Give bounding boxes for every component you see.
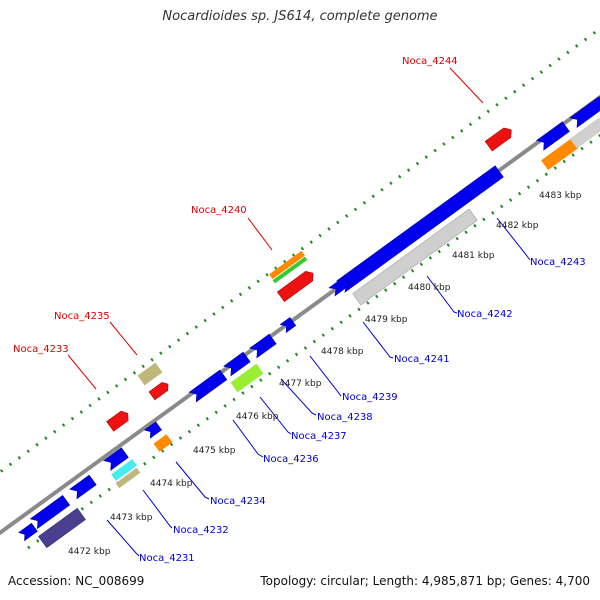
gene-noca-4231-a[interactable] [29,495,71,530]
gene-noca-4242[interactable] [352,208,478,306]
callout-line-noca-4232 [142,489,173,529]
scale-label-4472: 4472 kbp [68,547,111,557]
callout-line-noca-4241 [362,321,394,359]
genome-summary-text: Topology: circular; Length: 4,985,871 bp… [260,574,590,588]
gene-noca-4239[interactable] [279,317,297,334]
gene-label-noca-4237[interactable]: Noca_4237 [291,431,347,442]
genome-backbone [0,94,600,536]
gene-label-noca-4234[interactable]: Noca_4234 [210,496,266,507]
callout-line-noca-4238 [280,378,317,416]
gene-label-noca-4243[interactable]: Noca_4243 [530,257,586,268]
map-title: Nocardioides sp. JS614, complete genome [162,9,438,24]
gene-noca-4234-blue[interactable] [143,421,162,439]
gene-noca-4243-grey[interactable] [569,117,600,149]
callout-line-noca-4234 [175,461,210,500]
gene-label-noca-4239[interactable]: Noca_4239 [342,392,398,403]
gene-label-noca-4244[interactable]: Noca_4244 [402,56,458,67]
gene-noca-4240-green[interactable] [272,256,308,284]
scale-label-4473: 4473 kbp [110,513,153,523]
callout-line-noca-4242 [426,275,458,314]
gene-label-noca-4235[interactable]: Noca_4235 [54,311,110,322]
scale-label-4480: 4480 kbp [408,283,451,293]
gene-noca-4232-cyan[interactable] [111,459,137,481]
scale-label-4475: 4475 kbp [193,446,236,456]
gene-label-noca-4242[interactable]: Noca_4242 [457,309,513,320]
gene-noca-4232[interactable] [115,467,141,489]
scale-label-4481: 4481 kbp [452,251,495,261]
gene-label-noca-4233[interactable]: Noca_4233 [13,344,69,355]
gene-noca-4230[interactable] [18,522,38,542]
gene-noca-4236[interactable] [188,369,228,403]
callout-line-noca-4233 [67,354,97,390]
callout-line-noca-4243 [496,217,531,261]
scale-label-4477: 4477 kbp [279,379,322,389]
gene-label-noca-4238[interactable]: Noca_4238 [317,412,373,423]
gene-noca-4238[interactable] [230,363,264,393]
accession-text: Accession: NC_008699 [8,574,145,588]
scale-label-4479: 4479 kbp [365,315,408,325]
gene-noca-4243-right[interactable] [569,96,600,128]
outer-tick-track [0,26,600,474]
gene-noca-4240[interactable] [276,268,316,302]
gene-label-noca-4231[interactable]: Noca_4231 [139,553,195,564]
callout-line-noca-4240 [247,217,273,251]
gene-noca-4238-blue[interactable] [249,333,277,359]
scale-label-4478: 4478 kbp [321,347,364,357]
gene-noca-4244[interactable] [484,125,515,152]
callout-line-noca-4244 [449,67,484,104]
gene-label-noca-4241[interactable]: Noca_4241 [394,354,450,365]
callout-line-noca-4231 [106,519,140,557]
gene-label-noca-4240[interactable]: Noca_4240 [191,205,247,216]
gene-noca-4240-orange[interactable] [269,250,305,280]
callout-line-noca-4239 [309,355,342,397]
scale-label-4482: 4482 kbp [496,221,539,231]
callout-line-noca-4237 [259,396,292,435]
gene-noca-4243-upper[interactable] [535,121,570,151]
scale-label-4474: 4474 kbp [150,479,193,489]
gene-noca-4235-b[interactable] [148,380,171,401]
callout-line-noca-4236 [232,419,264,458]
gene-noca-4231-b[interactable] [69,474,97,500]
gene-noca-4233[interactable] [106,409,132,432]
callout-line-noca-4235 [109,321,138,356]
gene-label-noca-4236[interactable]: Noca_4236 [263,454,319,465]
gene-noca-4235[interactable] [137,362,163,386]
gene-noca-4243-orange[interactable] [541,137,579,171]
gene-label-noca-4232[interactable]: Noca_4232 [173,525,229,536]
gene-noca-4241[interactable] [335,165,504,293]
scale-label-4483: 4483 kbp [539,191,582,201]
gene-noca-4231[interactable] [38,507,86,549]
inner-tick-track [27,133,600,550]
gene-noca-4234[interactable] [153,434,173,452]
gene-noca-4237-blue[interactable] [223,351,251,377]
scale-label-4476: 4476 kbp [236,412,279,422]
gene-noca-4241-b[interactable] [328,275,352,297]
gene-noca-4232-blue[interactable] [102,447,129,471]
